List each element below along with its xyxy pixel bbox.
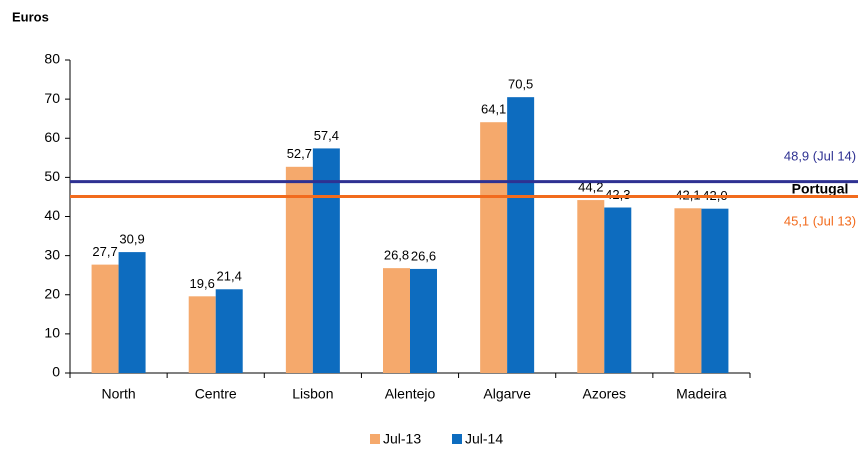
x-tick-label: Centre [195, 386, 237, 402]
y-axis-title: Euros [12, 9, 49, 24]
value-label: 26,6 [411, 248, 436, 263]
legend-label: Jul-14 [465, 431, 503, 447]
bar [701, 208, 729, 373]
legend-swatch [370, 434, 380, 444]
bar [285, 166, 313, 373]
reference-group-label: Portugal [792, 181, 849, 197]
x-tick-label: Madeira [676, 386, 727, 402]
value-label: 19,6 [190, 276, 215, 291]
bar [91, 264, 119, 373]
y-tick-label: 60 [44, 129, 60, 145]
legend-label: Jul-13 [383, 431, 421, 447]
bar [577, 200, 605, 373]
reference-label: 45,1 (Jul 13) [784, 213, 856, 228]
y-tick-label: 10 [44, 325, 60, 341]
value-label: 64,1 [481, 102, 506, 117]
x-tick-label: Lisbon [292, 386, 333, 402]
bar [215, 289, 243, 373]
legend-swatch [452, 434, 462, 444]
x-tick-label: North [101, 386, 135, 402]
value-label: 44,2 [578, 180, 603, 195]
value-label: 27,7 [92, 244, 117, 259]
bar [383, 268, 410, 373]
bar [674, 208, 702, 373]
value-label: 42,3 [605, 187, 630, 202]
bar [480, 122, 508, 374]
value-label: 70,5 [508, 77, 533, 92]
value-label: 57,4 [314, 128, 339, 143]
x-tick-label: Algarve [483, 386, 531, 402]
value-label: 21,4 [217, 269, 242, 284]
y-tick-label: 50 [44, 168, 60, 184]
bar [604, 207, 632, 373]
y-tick-label: 80 [44, 51, 60, 67]
bar [507, 97, 535, 373]
bar [118, 252, 146, 373]
y-tick-label: 30 [44, 246, 60, 262]
reference-label: 48,9 (Jul 14) [784, 148, 856, 163]
bar [312, 148, 340, 373]
x-tick-label: Alentejo [385, 386, 436, 402]
y-tick-label: 20 [44, 285, 60, 301]
y-tick-label: 0 [52, 364, 60, 380]
value-label: 52,7 [287, 146, 312, 161]
bar [188, 296, 216, 373]
value-label: 26,8 [384, 248, 409, 263]
value-label: 30,9 [119, 232, 144, 247]
bar [410, 268, 437, 373]
y-tick-label: 70 [44, 90, 60, 106]
y-tick-label: 40 [44, 207, 60, 223]
x-tick-label: Azores [582, 386, 626, 402]
